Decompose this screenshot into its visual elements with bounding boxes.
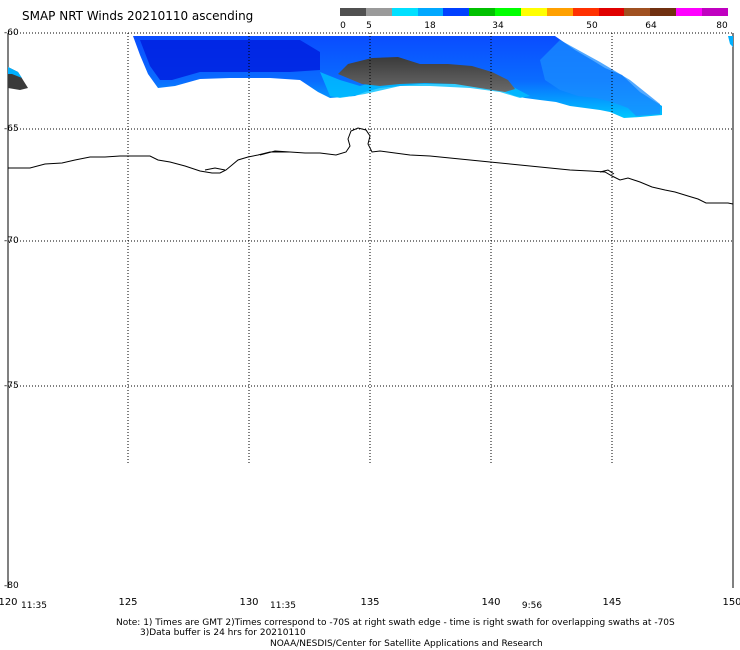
scale-segment [546, 8, 573, 16]
scale-label: 18 [424, 21, 436, 31]
scale-segment [598, 8, 625, 16]
lon-label-140: 140 [481, 597, 501, 608]
lon-label-130: 130 [239, 597, 259, 608]
calm-wind-patch [338, 57, 515, 92]
wind-swath-right-lobe [540, 40, 660, 116]
scale-segment [417, 8, 444, 16]
scale-segment [624, 8, 651, 16]
swath-time-2: 11:35 [270, 601, 296, 611]
antarctic-coastline [8, 127, 734, 205]
wind-swath-dark-core [140, 40, 320, 80]
lon-label-135: 135 [360, 597, 380, 608]
scale-segment [391, 8, 418, 16]
scale-label: 50 [586, 21, 598, 31]
lat-label-60: -60 [4, 28, 19, 38]
scale-segment [676, 8, 703, 16]
note-line-3: NOAA/NESDIS/Center for Satellite Applica… [270, 639, 543, 649]
scale-segment [650, 8, 677, 16]
lat-label-80: -80 [4, 581, 19, 591]
lat-label-70: -70 [4, 236, 19, 246]
scale-segment [572, 8, 599, 16]
wind-swath-right-edge [728, 36, 733, 47]
scale-label: 0 [340, 21, 346, 31]
lat-label-65: -65 [4, 124, 19, 134]
wind-swath-left-fragment-blue [8, 67, 22, 78]
lon-label-125: 125 [118, 597, 138, 608]
scale-label: 64 [645, 21, 657, 31]
lat-label-75: -75 [4, 381, 19, 391]
lon-label-145: 145 [602, 597, 622, 608]
swath-time-1: 11:35 [21, 601, 47, 611]
scale-segment [443, 8, 470, 16]
scale-label: 80 [716, 21, 728, 31]
scale-segment [365, 8, 392, 16]
scale-segment [495, 8, 522, 16]
swath-time-3: 9:56 [521, 601, 543, 611]
scale-segment [521, 8, 547, 16]
scale-segment [469, 8, 496, 16]
wind-speed-color-scale [340, 8, 728, 16]
lon-label-120: 120 [0, 597, 18, 608]
scale-segment [702, 8, 728, 16]
scale-label: 34 [492, 21, 504, 31]
scale-label: 5 [366, 21, 372, 31]
note-line-2: 3)Data buffer is 24 hrs for 20210110 [140, 628, 306, 638]
coastline-inner-detail [204, 150, 615, 175]
scale-segment [340, 8, 366, 16]
note-line-1: Note: 1) Times are GMT 2)Times correspon… [116, 618, 675, 628]
figure-title: SMAP NRT Winds 20210110 ascending [22, 9, 254, 23]
lon-label-150: 150 [722, 597, 740, 608]
lat-lon-grid [8, 32, 733, 465]
